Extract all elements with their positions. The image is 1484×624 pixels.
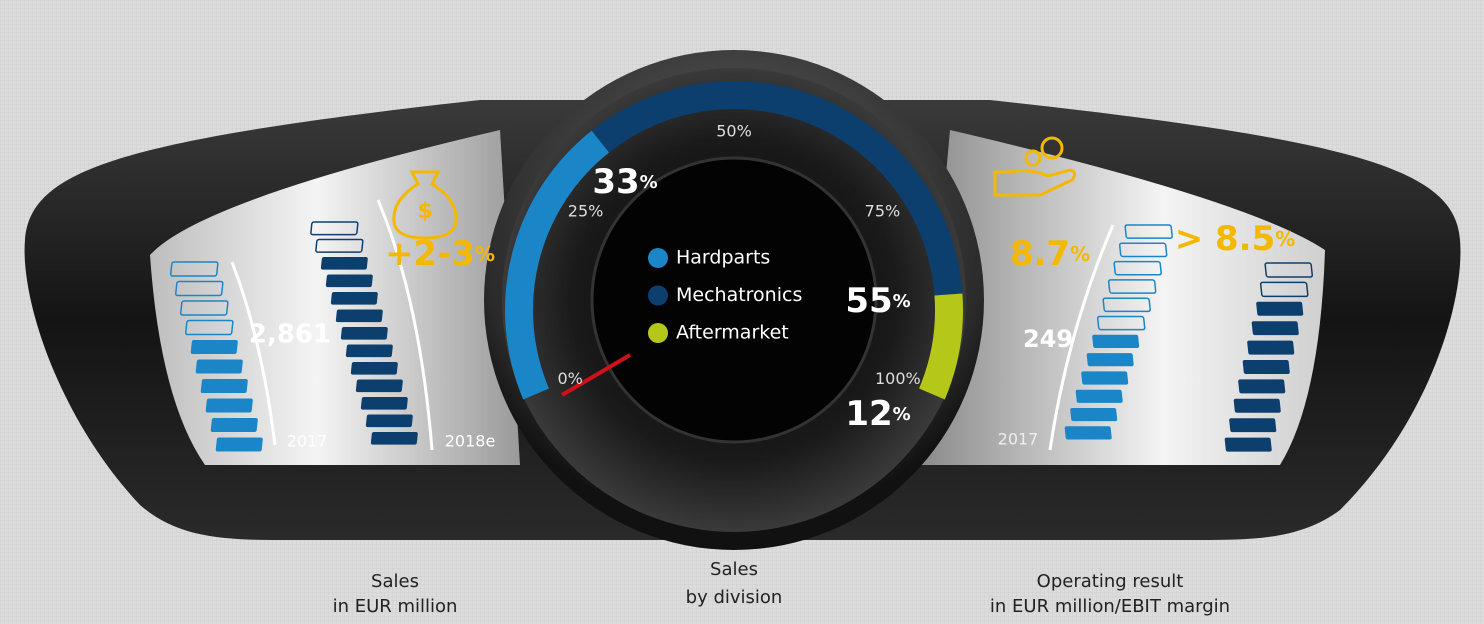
unit: % [1070,242,1090,266]
ebit-target: > 8.5% [1175,219,1296,259]
level-bar [345,344,393,358]
sales-value: 2,861 [249,320,331,350]
segment-value: 12 [845,394,892,434]
level-bars [169,221,1314,452]
level-bar [1075,389,1123,403]
level-bar [1092,334,1140,348]
level-bar [195,359,243,374]
level-bar [1251,321,1299,336]
svg-text:$: $ [417,199,432,224]
level-bar [1242,360,1290,374]
level-bar [335,309,383,323]
level-bar [205,398,253,413]
level-bar [1064,426,1112,440]
level-bar [360,397,408,410]
target-value: > 8.5 [1175,219,1276,259]
scale-curve [230,261,277,446]
level-bar [169,261,219,277]
caption-subtitle: in EUR million/EBIT margin [990,596,1230,617]
level-bar [179,300,229,316]
caption-subtitle: in EUR million [333,596,458,617]
level-bar [355,379,403,393]
level-bar [1118,242,1168,258]
unit: % [1275,227,1295,251]
level-bar [1102,297,1151,313]
gauge-segment [591,81,963,296]
level-bar [1081,371,1129,385]
segment-value: 33 [592,162,639,202]
segment-label: 33% [592,162,657,202]
level-bar [1113,260,1162,276]
level-bar [1259,281,1309,298]
level-bar [1264,262,1314,278]
level-bar [365,414,413,428]
level-bar [1086,353,1134,367]
level-bar [320,257,368,270]
gauge-segment [918,293,963,400]
level-bar [184,319,234,336]
level-bar [1247,340,1295,355]
level-bar [1233,398,1281,413]
gauge-tick-label: 25% [568,201,604,220]
legend-swatch [648,323,668,343]
unit: % [640,172,658,193]
caption-title: Operating result [1037,571,1184,592]
level-bar [1229,418,1277,433]
scale-curves [230,199,1115,451]
caption-title: Sales [710,559,758,580]
level-bar [190,340,238,355]
level-bar [1124,224,1173,239]
hand-coins-icon [993,136,1077,197]
legend-swatch [648,248,668,268]
dial-center [590,156,878,444]
caption-subtitle: by division [686,587,783,608]
year-label: 2018e [445,432,496,451]
level-bar [315,238,364,253]
unit: % [475,242,495,266]
level-bar [200,379,248,394]
scale-curve [376,199,434,451]
level-bar [370,432,418,445]
level-bar [1256,301,1304,316]
caption-title: Sales [371,571,419,592]
level-bar [350,362,398,375]
legend-swatch [648,285,668,306]
unit: % [893,291,911,312]
level-bar [1096,315,1146,331]
segment-label: 12% [845,394,910,434]
ebit-margin: 8.7% [1010,234,1090,274]
level-bar [210,418,258,433]
gauge-segment [505,130,610,400]
level-bar [310,221,359,236]
gauge-tick-label: 50% [716,122,752,141]
needle [560,353,632,397]
unit: % [893,404,911,425]
gauge-tick-label: 75% [865,201,901,220]
gauge-tick-label: 100% [875,369,921,388]
level-bar [1107,279,1157,294]
level-bar [325,274,373,288]
operating-value: 249 [1023,325,1073,353]
level-bar [340,327,388,340]
legend-label: Mechatronics [676,284,802,306]
year-label: 2017 [287,432,328,451]
level-bar [1070,408,1118,422]
gauge-tick-label: 0% [557,369,582,388]
margin-value: 8.7 [1010,234,1070,274]
segment-value: 55 [845,281,892,321]
level-bar [330,292,378,305]
level-bar [174,280,224,297]
level-bar [1224,437,1272,452]
year-label: 2017 [998,430,1039,449]
money-bag-icon: $ [392,170,458,240]
scale-curve [1048,224,1115,451]
legend-label: Hardparts [676,247,770,269]
level-bar [215,437,263,452]
level-bar [1238,379,1286,394]
legend-label: Aftermarket [676,322,789,344]
sales-growth: +2-3% [385,234,495,274]
growth-value: +2-3 [385,234,475,274]
segment-label: 55% [845,281,910,321]
